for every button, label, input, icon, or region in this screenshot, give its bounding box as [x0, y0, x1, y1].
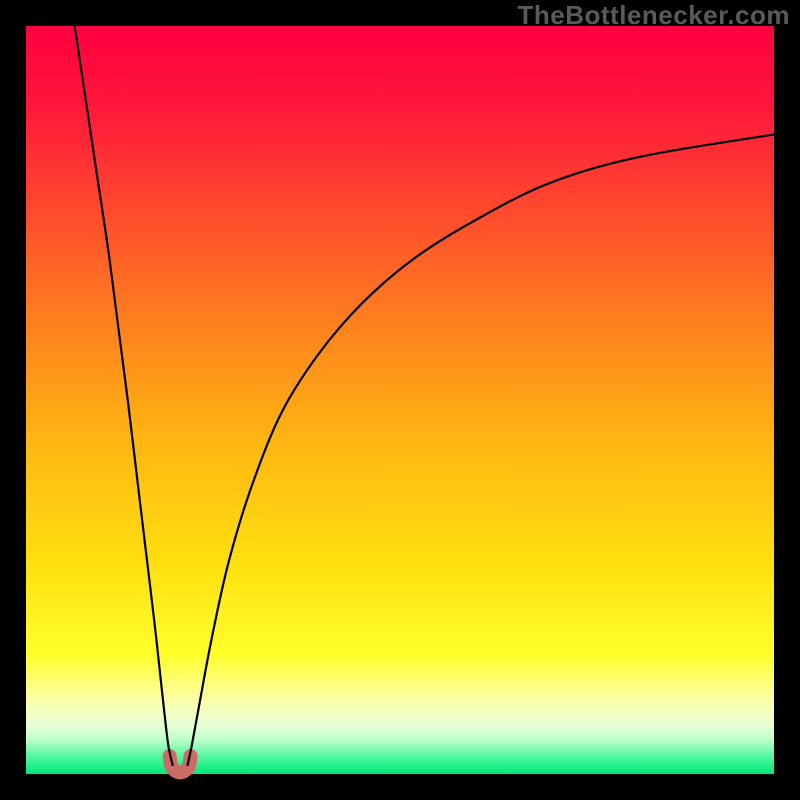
chart-frame — [0, 0, 800, 800]
watermark-text: TheBottlenecker.com — [518, 0, 790, 31]
